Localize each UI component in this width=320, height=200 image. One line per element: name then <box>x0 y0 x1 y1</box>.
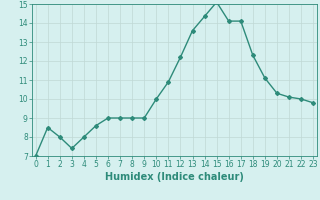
X-axis label: Humidex (Indice chaleur): Humidex (Indice chaleur) <box>105 172 244 182</box>
